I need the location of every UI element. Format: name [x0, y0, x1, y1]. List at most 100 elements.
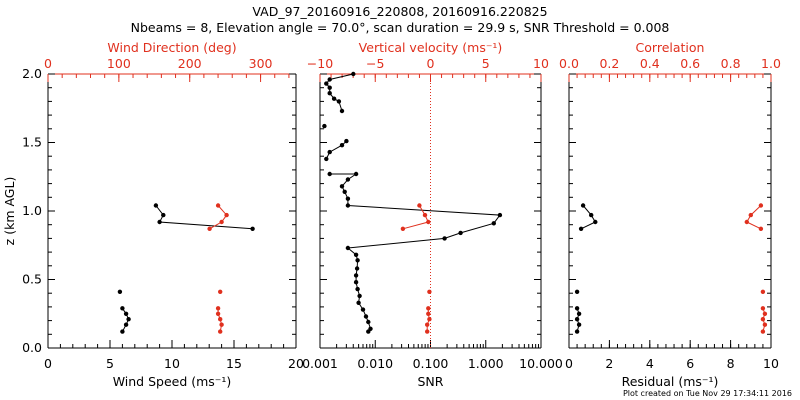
speed-panel-top-axis-title: Wind Direction (deg) [107, 40, 236, 55]
snr-panel-top-series-point [400, 226, 406, 231]
residual-panel-top-series-point [758, 203, 764, 208]
residual-panel-top-series-point [758, 226, 764, 231]
residual-panel-top-series-point [748, 212, 753, 218]
snr-panel: 0.001 0.010 0.100 1.000 10.000 SNR −10 −5 0 5 10 Ve… [302, 40, 563, 389]
residual-panel-top-tick-label: 1.0 [761, 56, 781, 71]
snr-panel-bottom-series-point [354, 266, 360, 271]
residual-panel-bottom-series-point [580, 203, 586, 208]
speed-panel: 0.0 0.5 1.0 1.5 2.0 z (km AGL) 0 5 10 15 20 Wind Sp… [2, 40, 304, 389]
snr-panel-bottom-series-point [353, 171, 359, 177]
snr-panel-bottom-tick-label: 0.001 [302, 356, 338, 371]
residual-panel-bottom-tick-label: 4 [646, 356, 654, 371]
speed-panel-bottom-series-point [250, 226, 255, 231]
speed-panel-top-tick-label: 300 [249, 56, 273, 71]
residual-panel-top-series-point [760, 329, 766, 334]
residual-panel-bottom-series-point [576, 322, 582, 327]
residual-panel-bottom-tick-label: 6 [686, 356, 694, 371]
snr-panel-bottom-series-point [327, 77, 332, 82]
snr-panel-bottom-series-point [322, 123, 327, 129]
snr-panel-bottom-series-point [342, 189, 347, 194]
snr-panel-xlabel: SNR [418, 374, 444, 389]
residual-panel-top-tick-label: 0.8 [721, 56, 741, 71]
residual-panel-bottom-tick-label: 0 [565, 356, 573, 371]
speed-panel-bottom-tick-label: 0 [44, 356, 52, 371]
speed-panel-top-series-point [218, 329, 223, 334]
snr-panel-top-series-point [425, 329, 430, 334]
residual-panel-bottom-series-point [574, 317, 580, 322]
snr-panel-bottom-series-point [356, 300, 361, 305]
speed-panel-bottom-series-point [157, 219, 162, 225]
snr-panel-top-series-point [422, 212, 428, 218]
residual-panel-bottom-series-point [589, 212, 594, 218]
residual-panel-top-tick-label: 0.2 [599, 56, 619, 71]
residual-panel-bottom-series-point [576, 311, 582, 316]
snr-panel-bottom-series-point [353, 252, 359, 257]
residual-panel-bottom-series-point [578, 226, 584, 231]
snr-panel-bottom-series-point [353, 280, 359, 285]
speed-panel-bottom-series-line [155, 205, 253, 230]
residual-panel-top-series-point [760, 306, 766, 311]
residual-panel-top-series-point [744, 219, 749, 225]
snr-panel-bottom-series-line [325, 140, 347, 160]
snr-panel-bottom-series-point [366, 319, 371, 325]
residual-panel-top-series-point [762, 311, 768, 316]
snr-panel-bottom-tick-label: 0.010 [357, 356, 393, 371]
residual-panel-top-tick-label: 0.4 [640, 56, 660, 71]
residual-panel-top-series-line [746, 205, 762, 230]
residual-panel-bottom-series-point [574, 289, 580, 294]
speed-panel-ytick-label: 1.5 [22, 135, 42, 150]
snr-panel-top-series-point [425, 322, 430, 327]
speed-panel-top-series-point [215, 203, 221, 208]
snr-panel-bottom-series-point [442, 236, 447, 241]
snr-panel-bottom-series-point [497, 212, 503, 218]
residual-panel-top-axis-title: Correlation [636, 40, 705, 55]
residual-panel: 0 2 4 6 8 10 Residual (ms⁻¹) 0.0 0.2 0.4 0.6 0.8 1.0… [559, 40, 781, 389]
snr-panel-bottom-series-point [327, 85, 332, 90]
snr-panel-bottom-series-point [327, 149, 332, 155]
snr-panel-bottom-series-point [357, 293, 362, 299]
snr-panel-top-series-point [417, 203, 422, 208]
speed-panel-bottom-series-point [126, 317, 131, 322]
snr-panel-bottom-series-point [355, 258, 360, 263]
snr-panel-bottom-series-point [336, 99, 342, 104]
snr-panel-bottom-series-point [355, 286, 360, 292]
snr-panel-bottom-tick-label: 10.000 [519, 356, 563, 371]
residual-panel-bottom-series-point [574, 329, 580, 334]
speed-panel-ytick-label: 0.0 [22, 340, 42, 355]
snr-panel-bottom-series-point [324, 156, 329, 162]
residual-panel-top-series-point [762, 322, 768, 327]
residual-panel-top-series-point [760, 289, 766, 294]
plot-credit: Plot created on Tue Nov 29 17:34:11 2016 [623, 389, 792, 398]
speed-panel-top-tick-label: 200 [178, 56, 202, 71]
speed-panel-top-series-point [207, 226, 212, 231]
speed-panel-ylabel: z (km AGL) [2, 177, 17, 246]
snr-panel-bottom-series-point [344, 138, 349, 144]
snr-panel-top-series-point [427, 289, 432, 294]
speed-panel-bottom-series-point [120, 329, 125, 334]
residual-panel-bottom-tick-label: 2 [605, 356, 613, 371]
speed-panel-ytick-label: 2.0 [22, 66, 42, 81]
speed-panel-bottom-tick-label: 10 [164, 356, 180, 371]
speed-panel-top-series-point [218, 289, 223, 294]
snr-panel-bottom-series-point [339, 108, 345, 114]
speed-panel-bottom-series-point [153, 203, 159, 208]
speed-panel-bottom-series-point [120, 306, 125, 311]
snr-panel-top-tick-label: 5 [482, 56, 490, 71]
speed-panel-top-series-point [215, 306, 221, 311]
speed-panel-top-series-line [209, 205, 228, 230]
snr-panel-top-series-line [402, 205, 430, 230]
speed-panel-bottom-tick-label: 20 [288, 356, 304, 371]
snr-panel-bottom-series-point [368, 326, 373, 331]
speed-panel-bottom-series-point [117, 289, 123, 294]
snr-panel-bottom-tick-label: 0.100 [413, 356, 449, 371]
speed-panel-bottom-series-point [123, 311, 129, 316]
snr-panel-top-series-point [426, 311, 431, 316]
snr-panel-bottom-series-point [324, 81, 329, 86]
snr-panel-bottom-series-point [360, 307, 366, 312]
speed-panel-top-series-point [219, 322, 224, 327]
speed-panel-top-tick-label: 0 [44, 56, 52, 71]
speed-panel-bottom-series-point [123, 322, 129, 327]
residual-panel-bottom-series-point [593, 219, 598, 225]
figure-subtitle: Nbeams = 8, Elevation angle = 70.0°, sca… [131, 20, 670, 35]
